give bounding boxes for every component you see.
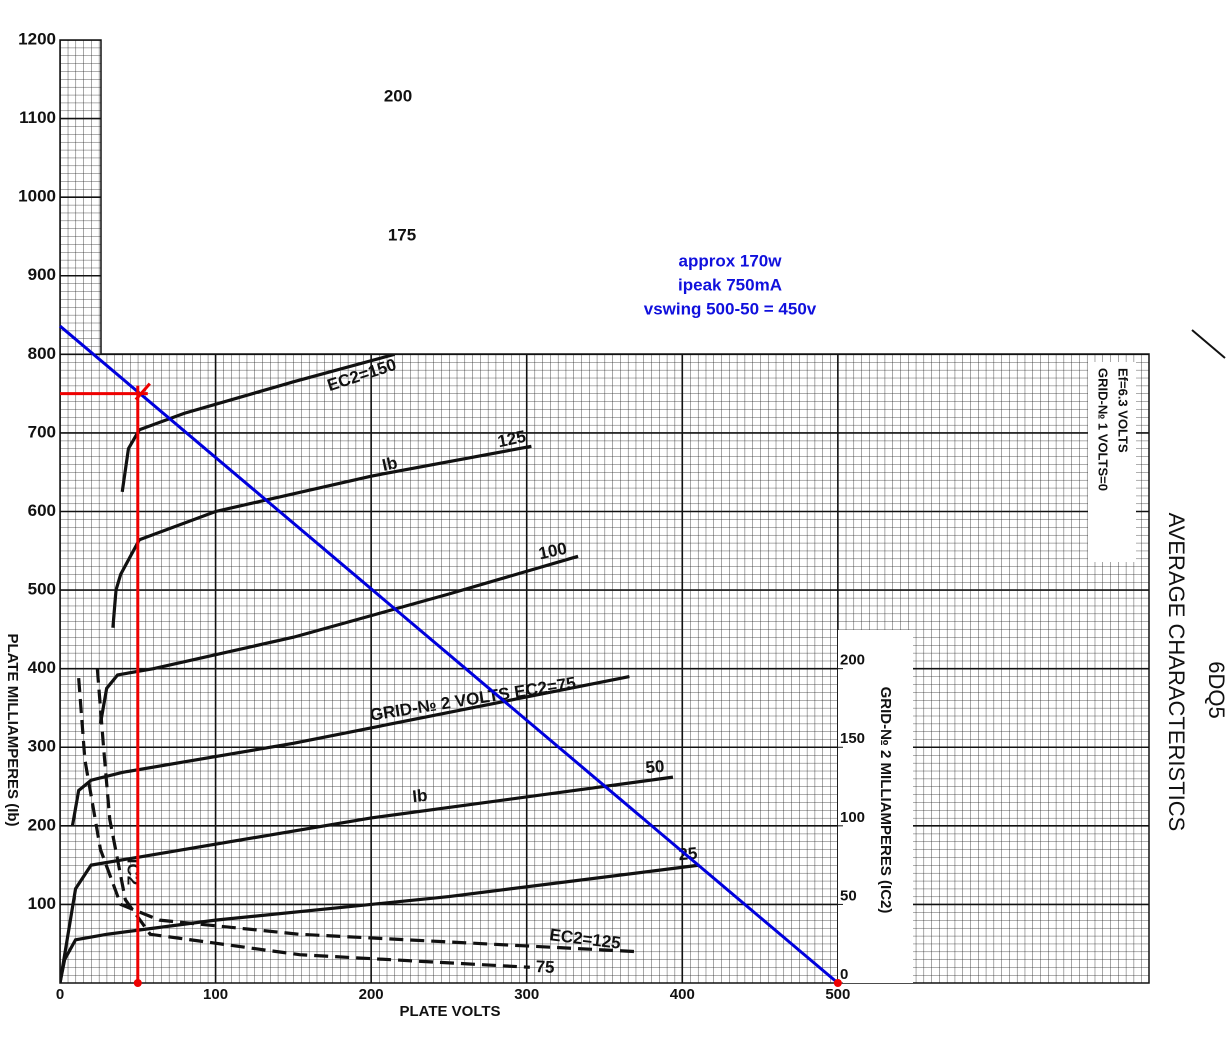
tube-type: 6DQ5 bbox=[1204, 661, 1229, 718]
y-tick-label: 1200 bbox=[18, 29, 56, 48]
curve-label: 50 bbox=[645, 757, 666, 778]
y2-tick-label: 0 bbox=[840, 966, 848, 983]
conditions-box bbox=[1088, 362, 1136, 562]
curve bbox=[95, 668, 530, 969]
curve bbox=[111, 444, 532, 628]
x-tick-label: 200 bbox=[359, 986, 384, 1003]
curve bbox=[122, 64, 428, 218]
x-tick-label: 0 bbox=[56, 986, 64, 1003]
y-tick-label: 400 bbox=[28, 658, 56, 677]
y-tick-label: 500 bbox=[28, 580, 56, 599]
curve bbox=[123, 40, 311, 105]
curve-label: 75 bbox=[535, 957, 555, 977]
annotation: vswing 500-50 = 450v bbox=[644, 299, 817, 318]
curve bbox=[120, 352, 395, 493]
condition: GRID-№ 1 VOLTS=0 bbox=[1096, 368, 1111, 491]
curve-label: 200 bbox=[384, 86, 412, 105]
curve-label: Ib bbox=[411, 786, 428, 806]
y2-axis-label: GRID-№ 2 MILLIAMPERES (IC2) bbox=[877, 687, 894, 914]
annotation: approx 170w bbox=[679, 251, 783, 270]
y-tick-label: 200 bbox=[28, 815, 56, 834]
y-tick-label: 1000 bbox=[18, 187, 56, 206]
y-tick-label: 100 bbox=[28, 894, 56, 913]
y2-tick-label: 150 bbox=[840, 730, 865, 747]
x-tick-label: 500 bbox=[825, 986, 850, 1003]
annotation: ipeak 750mA bbox=[678, 275, 782, 294]
x-tick-label: 400 bbox=[670, 986, 695, 1003]
x-tick-label: 100 bbox=[203, 986, 228, 1003]
y-tick-label: 300 bbox=[28, 737, 56, 756]
y2-panel bbox=[838, 630, 913, 983]
curve bbox=[123, 205, 422, 340]
curve bbox=[98, 554, 579, 724]
curve-label: Ib bbox=[380, 453, 399, 475]
y2-tick-label: 100 bbox=[840, 809, 865, 826]
x-axis-label: PLATE VOLTS bbox=[399, 1003, 500, 1020]
y-tick-label: 700 bbox=[28, 422, 56, 441]
y-tick-label: 1100 bbox=[19, 108, 56, 127]
tick-stroke bbox=[134, 382, 151, 401]
y-tick-label: 800 bbox=[28, 344, 56, 363]
curve-label: IC2 bbox=[124, 859, 143, 885]
x-tick-label: 300 bbox=[514, 986, 539, 1003]
y-axis-label: PLATE MILLIAMPERES (Ib) bbox=[4, 633, 21, 826]
chart-title: AVERAGE CHARACTERISTICS bbox=[1164, 513, 1189, 832]
curve bbox=[77, 677, 636, 954]
y2-tick-label: 50 bbox=[840, 887, 857, 904]
y2-tick-label: 200 bbox=[840, 652, 865, 669]
y-tick-label: 900 bbox=[28, 265, 56, 284]
curve bbox=[60, 863, 700, 983]
load-line bbox=[59, 324, 839, 985]
edge-mark bbox=[1191, 329, 1226, 359]
condition: Ef=6.3 VOLTS bbox=[1116, 368, 1131, 453]
marker bbox=[133, 979, 142, 987]
curve-label: 175 bbox=[388, 225, 416, 244]
marker bbox=[833, 979, 842, 987]
curve bbox=[60, 775, 674, 983]
y-tick-label: 600 bbox=[28, 501, 56, 520]
